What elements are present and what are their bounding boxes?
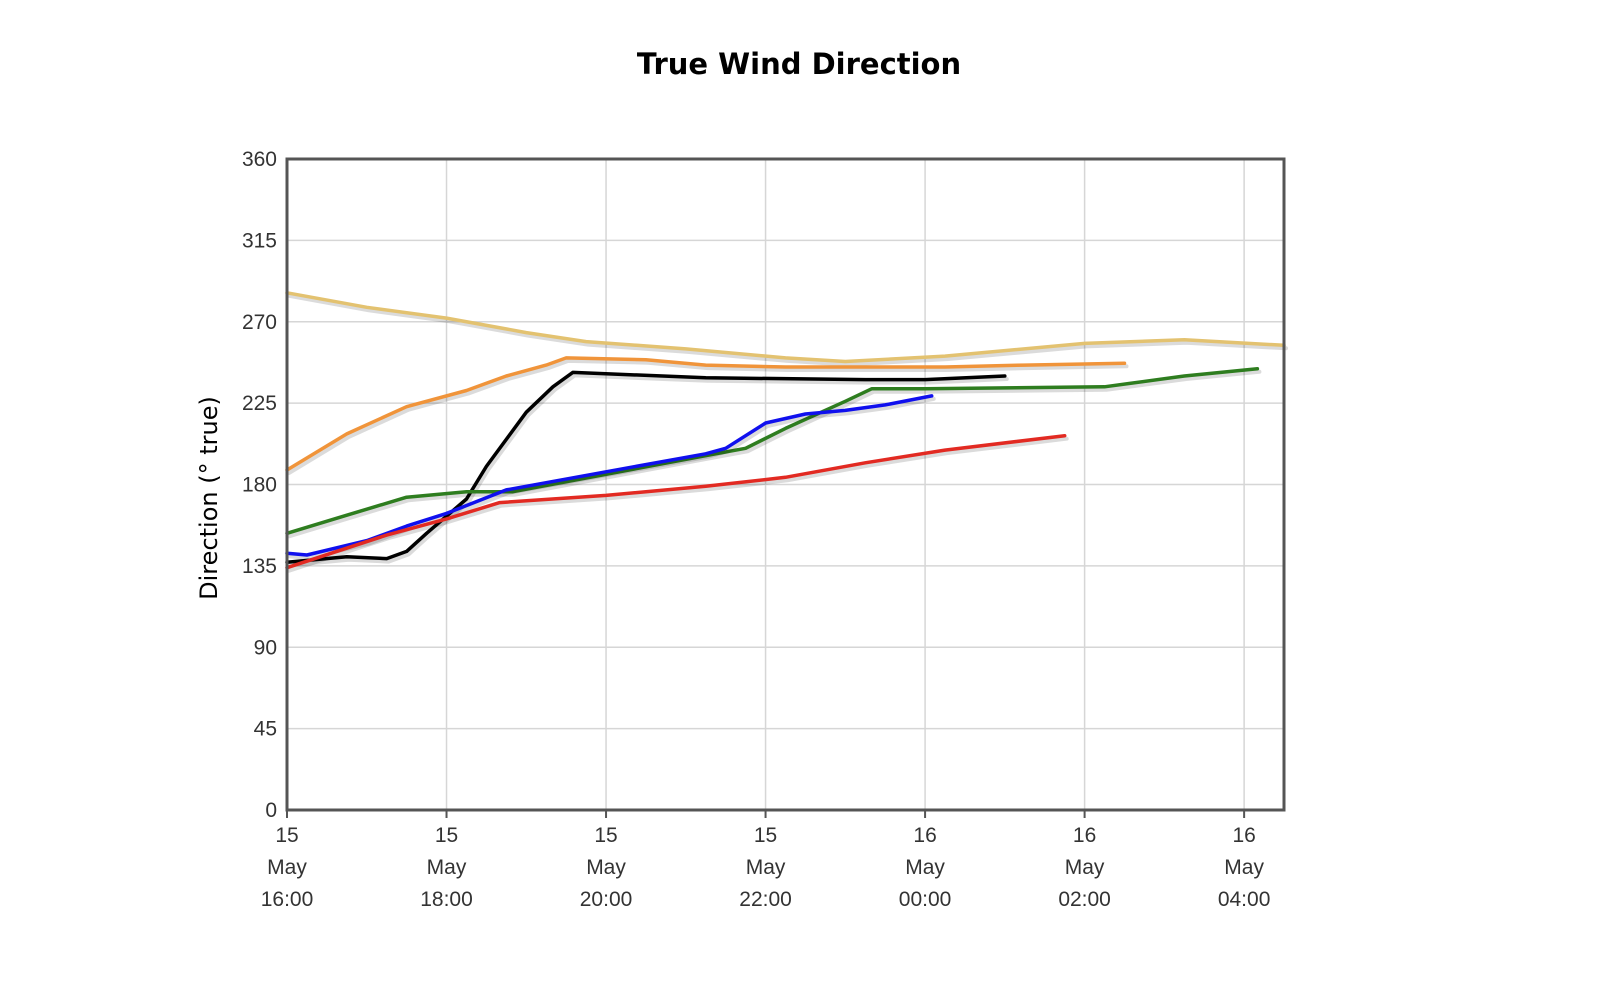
plot-frame — [285, 157, 1286, 812]
series-line-3 — [285, 370, 1007, 565]
tick-layer: 0 45 90 135 180 225 270 315 360 15 May 16:00 15 May 18… — [242, 148, 1270, 911]
y-tick-label: 270 — [242, 311, 277, 334]
series-line-shadow — [287, 369, 1262, 539]
x-tick-label: 16 — [1073, 824, 1096, 847]
x-tick-label: May — [746, 856, 786, 879]
series-line-1 — [285, 291, 1286, 364]
x-tick-label: 22:00 — [739, 888, 792, 911]
x-tick-label: May — [267, 856, 307, 879]
x-tick-label: 00:00 — [899, 888, 952, 911]
x-tick-label: 02:00 — [1058, 888, 1111, 911]
y-tick-label: 315 — [242, 229, 277, 252]
series-line-shadow — [287, 358, 1129, 475]
y-tick-label: 225 — [242, 392, 277, 415]
x-tick-label: 20:00 — [580, 888, 633, 911]
y-tick-label: 0 — [265, 799, 277, 822]
series-line-2 — [285, 356, 1127, 472]
x-tick-label: 16 — [1232, 824, 1255, 847]
y-tick-label: 180 — [242, 474, 277, 497]
x-tick-label: May — [905, 856, 945, 879]
series-layer — [285, 291, 1288, 573]
x-tick-label: 16 — [913, 824, 936, 847]
x-tick-label: 04:00 — [1218, 888, 1271, 911]
series-line-shadow — [287, 396, 936, 560]
series-line-4 — [285, 367, 1260, 536]
x-tick-label: May — [427, 856, 467, 879]
y-tick-label: 45 — [254, 718, 277, 741]
x-tick-label: 15 — [594, 824, 617, 847]
series-line-shadow — [287, 293, 1288, 367]
y-tick-label: 90 — [254, 636, 277, 659]
series-line-6 — [285, 433, 1067, 570]
x-tick-label: May — [586, 856, 626, 879]
grid-layer — [286, 158, 1284, 811]
y-tick-label: 360 — [242, 148, 277, 171]
series-line-shadow — [287, 436, 1069, 573]
x-tick-label: 15 — [754, 824, 777, 847]
x-tick-label: May — [1224, 856, 1264, 879]
y-tick-label: 135 — [242, 555, 277, 578]
x-tick-label: 15 — [435, 824, 458, 847]
x-tick-label: May — [1065, 856, 1105, 879]
chart-title: True Wind Direction — [636, 47, 962, 81]
x-tick-label: 15 — [275, 824, 298, 847]
series-line-shadow — [287, 373, 1009, 568]
x-tick-label: 18:00 — [420, 888, 473, 911]
x-tick-label: 16:00 — [261, 888, 314, 911]
